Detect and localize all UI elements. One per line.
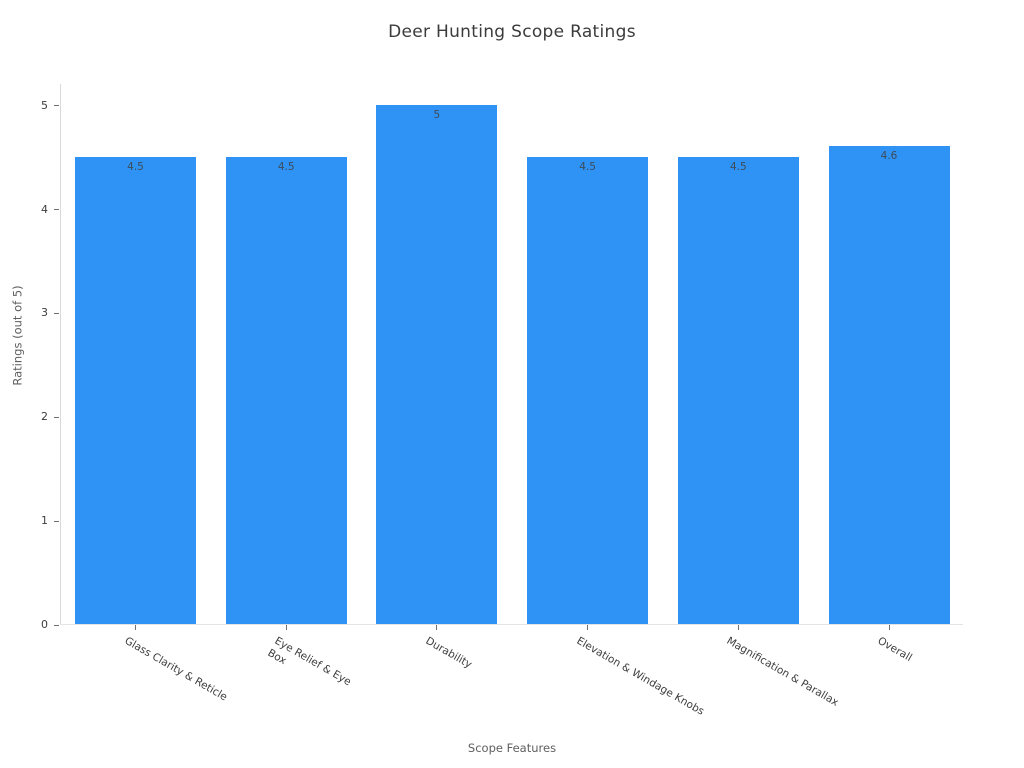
y-tick-label: 4 — [41, 202, 48, 216]
y-tick-mark — [54, 312, 59, 314]
x-tick-mark — [888, 625, 890, 630]
y-tick-mark — [54, 624, 59, 626]
plot-area: 0 1 2 3 4 5 4.5 4.5 5 4.5 4.5 4.6 Glass Clarity & … — [41, 84, 963, 718]
x-tick-mark — [737, 625, 739, 630]
y-tick-label: 3 — [41, 306, 48, 320]
x-tick-mark — [285, 625, 287, 630]
bar: 4.6 — [828, 146, 950, 624]
x-tick-mark — [587, 625, 589, 630]
bar-value-label: 5 — [433, 108, 441, 121]
y-tick-mark — [54, 416, 59, 418]
y-tick-label: 0 — [41, 618, 48, 631]
y-tick-mark — [54, 520, 59, 522]
x-axis-line — [60, 624, 963, 625]
x-tick-label: Overall — [875, 634, 915, 665]
y-axis-title: Ratings (out of 5) — [10, 285, 25, 386]
y-tick-mark — [54, 105, 59, 107]
bar-value-label: 4.5 — [579, 160, 596, 173]
x-tick-label: Elevation & Windage Knobs — [574, 634, 706, 718]
x-tick-mark — [135, 625, 136, 630]
x-axis-title: Scope Features — [467, 741, 557, 755]
bar-value-label: 4.5 — [277, 160, 295, 173]
bar-value-label: 4.5 — [729, 160, 747, 173]
bar-value-label: 4.6 — [880, 150, 898, 163]
bar: 4.5 — [677, 156, 799, 624]
x-tick-label: Glass Clarity & Reticle — [122, 634, 229, 704]
x-tick-label: Durability — [423, 634, 474, 671]
bar: 5 — [376, 104, 498, 624]
y-tick-label: 1 — [41, 514, 48, 528]
x-tick-mark — [436, 625, 438, 630]
y-tick-label: 2 — [41, 410, 48, 424]
chart-title: Deer Hunting Scope Ratings — [388, 22, 636, 42]
y-tick-label: 5 — [41, 98, 48, 112]
x-tick-label: Eye Relief & Eye Box — [265, 634, 354, 689]
bar: 4.5 — [225, 156, 347, 624]
bar-value-label: 4.5 — [127, 160, 144, 173]
bar: 4.5 — [75, 156, 196, 624]
y-tick-mark — [54, 209, 59, 211]
x-tick-label: Magnification & Parallax — [724, 634, 841, 709]
bar: 4.5 — [527, 156, 649, 624]
y-axis-line — [60, 84, 61, 625]
